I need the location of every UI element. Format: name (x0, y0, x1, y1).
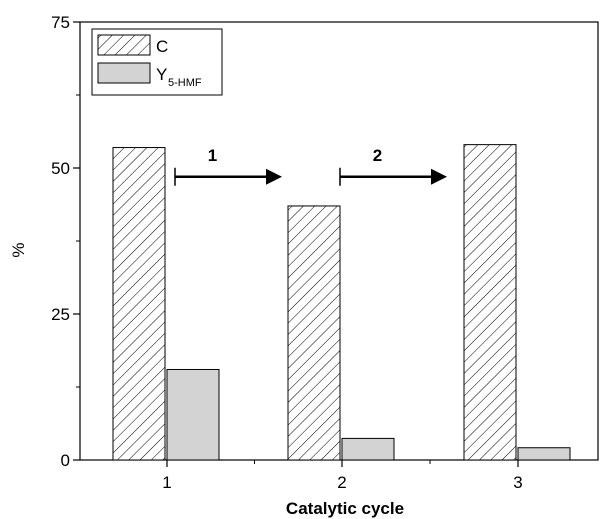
x-tick-label: 2 (337, 473, 346, 492)
legend-swatch-c (97, 34, 151, 56)
x-tick-label: 3 (513, 473, 522, 492)
legend-swatch-y (97, 62, 151, 84)
y-axis-title: % (9, 242, 28, 257)
x-axis-ticks: 1 2 3 (162, 460, 523, 492)
y-tick-label: 75 (51, 13, 70, 32)
x-axis-title: Catalytic cycle (286, 499, 404, 518)
arrow-head (266, 168, 282, 185)
bar-y-cycle-2 (341, 437, 395, 461)
legend-label-c: C (156, 37, 168, 56)
y-tick-label: 25 (51, 305, 70, 324)
legend-label-y: Y (156, 65, 167, 84)
bar-y-cycle-1 (166, 368, 220, 461)
arrow-head (431, 168, 447, 185)
bar-c-cycle-1 (112, 147, 166, 461)
bars-group (112, 144, 571, 461)
legend: C Y 5-HMF (91, 28, 223, 96)
y-tick-label: 0 (61, 451, 70, 470)
y-tick-label: 50 (51, 159, 70, 178)
arrow-label: 2 (373, 146, 382, 165)
bar-c-cycle-2 (287, 205, 341, 461)
arrow-label: 1 (208, 146, 217, 165)
legend-label-y-subscript: 5-HMF (168, 77, 202, 89)
y-axis-ticks: 0 25 50 75 (51, 13, 80, 470)
bar-c-cycle-3 (463, 144, 517, 461)
bar-y-cycle-3 (517, 447, 571, 461)
x-tick-label: 1 (162, 473, 171, 492)
